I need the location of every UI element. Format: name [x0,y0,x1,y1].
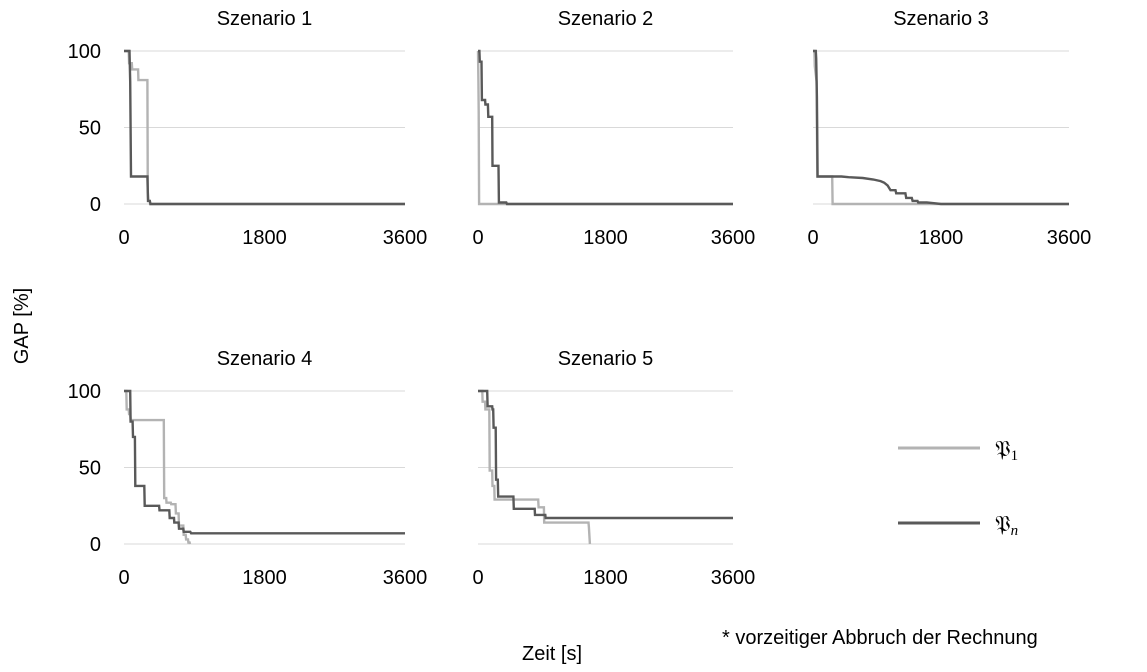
panel-2: Szenario 2 0 1800 3600 [472,8,755,249]
series-line-pn [124,49,405,206]
x-tick-label: 0 [118,227,129,249]
x-tick-label: 0 [472,567,483,589]
x-tick-label: 3600 [711,227,756,249]
y-tick-label: 0 [90,534,101,556]
series-line-p1 [124,389,192,545]
panel-title: Szenario 3 [893,8,989,30]
x-tick-label: 0 [472,227,483,249]
x-tick-label: 1800 [583,567,628,589]
legend-label-pn: 𝔓n [995,512,1018,539]
y-tick-label: 50 [79,118,101,140]
x-tick-label: 0 [118,567,129,589]
panel-title: Szenario 4 [217,348,313,370]
x-tick-label: 1800 [242,567,287,589]
panel-4: Szenario 4 0 50 100 0 1800 3600 [68,348,428,589]
x-tick-label: 3600 [711,567,756,589]
legend-symbol-pn: 𝔓 [995,512,1011,537]
panel-1: Szenario 1 0 50 100 0 1800 3600 [68,8,428,249]
series-line-p1 [478,389,592,545]
x-tick-label: 1800 [242,227,287,249]
y-tick-label: 100 [68,381,101,403]
y-tick-label: 100 [68,41,101,63]
y-tick-label: 0 [90,194,101,216]
panel-5: Szenario 5 0 1800 3600 [472,348,755,589]
panel-title: Szenario 1 [217,8,313,30]
y-axis-label: GAP [%] [11,288,33,364]
x-tick-label: 3600 [383,567,428,589]
panel-3: Szenario 3 0 1800 3600 [807,8,1091,249]
x-tick-label: 1800 [919,227,964,249]
series-line-pn [478,389,733,520]
legend: 𝔓1 𝔓n [898,437,1018,539]
y-tick-label: 50 [79,458,101,480]
legend-sub-pn: n [1011,523,1019,539]
x-tick-label: 0 [807,227,818,249]
series-line-pn [124,389,405,535]
x-tick-label: 3600 [1047,227,1092,249]
series-line-pn [813,49,1069,206]
x-tick-label: 1800 [583,227,628,249]
legend-symbol-p1: 𝔓 [995,437,1011,462]
footnote: * vorzeitiger Abbruch der Rechnung [722,627,1038,649]
x-axis-label: Zeit [s] [522,643,582,665]
panel-title: Szenario 5 [558,348,654,370]
legend-label-p1: 𝔓1 [995,437,1018,464]
series-line-pn [478,49,733,206]
legend-sub-p1: 1 [1011,448,1019,464]
panel-title: Szenario 2 [558,8,654,30]
x-tick-label: 3600 [383,227,428,249]
